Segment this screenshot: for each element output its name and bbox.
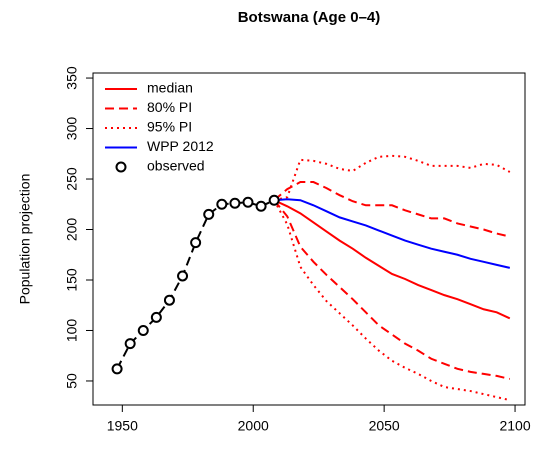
observed-point (242, 196, 254, 208)
series-line (273, 199, 511, 380)
legend-symbol (115, 161, 127, 173)
x-tick-label: 2000 (238, 418, 269, 434)
series-line (273, 199, 511, 402)
legend-label: WPP 2012 (147, 138, 214, 154)
observed-point (216, 198, 228, 210)
observed-point (190, 237, 202, 249)
x-tick-label: 1950 (107, 418, 138, 434)
y-tick-label: 100 (64, 319, 80, 343)
legend-label: 80% PI (147, 99, 192, 115)
observed-point (137, 324, 149, 336)
observed-point (163, 294, 175, 306)
chart-title: Botswana (Age 0–4) (238, 9, 381, 26)
legend-label: median (147, 80, 193, 96)
observed-point (124, 338, 136, 350)
observed-point (255, 200, 267, 212)
series-line (273, 154, 511, 202)
y-tick-label: 350 (64, 66, 80, 90)
y-tick-label: 200 (64, 218, 80, 242)
legend-label: 95% PI (147, 119, 192, 135)
observed-point (203, 208, 215, 220)
y-axis-label: Population projection (17, 174, 33, 305)
observed-point (150, 311, 162, 323)
plot-frame (92, 72, 526, 406)
observed-point (111, 363, 123, 375)
observed-point (177, 270, 189, 282)
y-tick-label: 50 (64, 373, 80, 389)
x-tick-label: 2100 (499, 418, 530, 434)
series-line (273, 199, 511, 320)
x-tick-label: 2050 (369, 418, 400, 434)
series-line (274, 198, 511, 269)
series-line (273, 181, 511, 238)
y-tick-label: 150 (64, 268, 80, 292)
y-tick-label: 300 (64, 117, 80, 141)
observed-point (229, 197, 241, 209)
legend-label: observed (147, 158, 205, 174)
observed-point (268, 194, 280, 206)
series-line (116, 199, 275, 370)
y-tick-label: 250 (64, 167, 80, 191)
